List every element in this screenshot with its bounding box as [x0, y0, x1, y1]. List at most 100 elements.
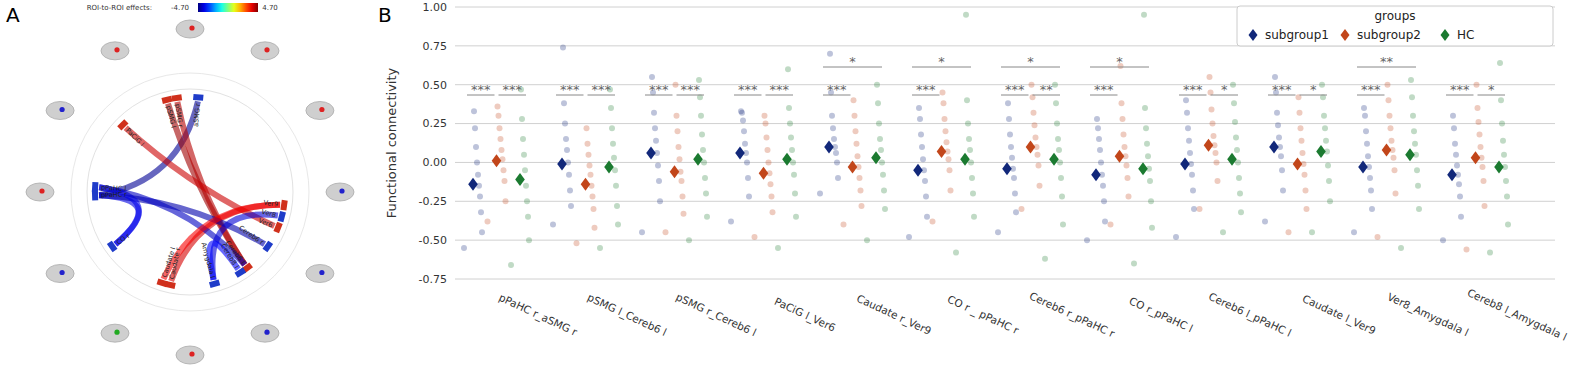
brain-dot — [339, 188, 344, 193]
plot-area — [461, 12, 1511, 268]
brain-shape — [251, 42, 279, 60]
data-point — [1304, 206, 1310, 212]
legend-marker — [1249, 29, 1258, 41]
mean-marker — [604, 161, 614, 174]
brain-icon — [46, 102, 74, 120]
data-point — [1108, 222, 1114, 228]
data-point — [857, 175, 863, 181]
data-point — [768, 181, 774, 187]
data-point — [1190, 187, 1196, 193]
data-point — [609, 125, 615, 131]
data-point — [471, 108, 477, 114]
data-point — [568, 203, 574, 209]
brain-dot — [39, 188, 44, 193]
brain-dot — [264, 330, 269, 335]
data-point — [1478, 144, 1484, 150]
data-point — [917, 116, 923, 122]
data-point — [1481, 178, 1487, 184]
data-point — [1186, 138, 1192, 144]
data-point — [1476, 119, 1482, 125]
legend-box — [1237, 6, 1553, 46]
data-point — [699, 131, 705, 137]
mean-marker — [1447, 168, 1457, 181]
data-point — [613, 183, 619, 189]
brain-shape — [101, 324, 129, 342]
data-point — [615, 222, 621, 228]
mean-marker — [1204, 139, 1214, 152]
data-point — [740, 117, 746, 123]
legend-marker — [1341, 29, 1350, 41]
data-point — [858, 187, 864, 193]
data-point — [864, 237, 870, 243]
brain-shape — [46, 102, 74, 120]
data-point — [1361, 105, 1367, 111]
data-point — [561, 100, 567, 106]
data-point — [1197, 206, 1203, 212]
data-point — [656, 178, 662, 184]
data-point — [965, 121, 971, 127]
mean-marker — [937, 145, 947, 158]
data-point — [1173, 234, 1179, 240]
colorbar — [198, 3, 258, 12]
x-tick-label: pSMG l_Cereb6 l — [585, 291, 668, 339]
mean-marker — [1180, 157, 1190, 170]
brain-shape — [46, 265, 74, 283]
data-point — [1144, 141, 1150, 147]
data-point — [971, 214, 977, 220]
data-point — [1497, 60, 1503, 66]
data-point — [875, 100, 881, 106]
data-point — [1102, 218, 1108, 224]
data-point — [942, 116, 948, 122]
data-point — [1054, 121, 1060, 127]
data-point — [874, 82, 880, 88]
data-point — [524, 198, 530, 204]
data-point — [827, 51, 833, 57]
roi-label: Cereb8 l — [219, 242, 240, 269]
data-point — [1487, 250, 1493, 256]
data-point — [1275, 122, 1281, 128]
legend-label: subgroup2 — [1357, 28, 1421, 42]
data-point — [700, 147, 706, 153]
data-point — [1094, 116, 1100, 122]
data-point — [1327, 198, 1333, 204]
brain-shape — [26, 183, 54, 201]
data-point — [1237, 191, 1243, 197]
brain-icon — [251, 42, 279, 60]
data-point — [1392, 167, 1398, 173]
brain-dot — [189, 25, 194, 30]
data-point — [1019, 206, 1025, 212]
data-point — [1278, 153, 1284, 159]
data-point — [1101, 198, 1107, 204]
data-point — [1409, 94, 1415, 100]
data-point — [1362, 113, 1368, 119]
roi-node — [262, 241, 273, 253]
x-tick-label: Ver8_Amygdala l — [1385, 290, 1470, 339]
data-point — [498, 136, 504, 142]
mean-marker — [557, 157, 567, 170]
data-point — [1142, 105, 1148, 111]
brain-shape — [326, 183, 354, 201]
data-point — [833, 150, 839, 156]
mean-marker — [824, 140, 834, 153]
data-point — [1450, 113, 1456, 119]
data-point — [752, 234, 758, 240]
mean-marker — [1227, 153, 1237, 166]
data-point — [1326, 178, 1332, 184]
data-point — [702, 175, 708, 181]
significance-label: *** — [916, 82, 936, 97]
data-point — [1215, 178, 1221, 184]
significance-label: *** — [827, 82, 847, 97]
significance-label: *** — [1361, 82, 1381, 97]
data-point — [963, 12, 969, 18]
x-tick-label: Caudate r_Ver9 — [855, 292, 934, 338]
grid-line — [455, 279, 1555, 280]
data-point — [817, 191, 823, 197]
data-point — [879, 159, 885, 165]
mean-marker — [848, 161, 858, 174]
data-point — [461, 245, 467, 251]
data-point — [1302, 172, 1308, 178]
data-point — [1185, 125, 1191, 131]
data-point — [1299, 138, 1305, 144]
data-point — [762, 113, 768, 119]
data-point — [1451, 125, 1457, 131]
